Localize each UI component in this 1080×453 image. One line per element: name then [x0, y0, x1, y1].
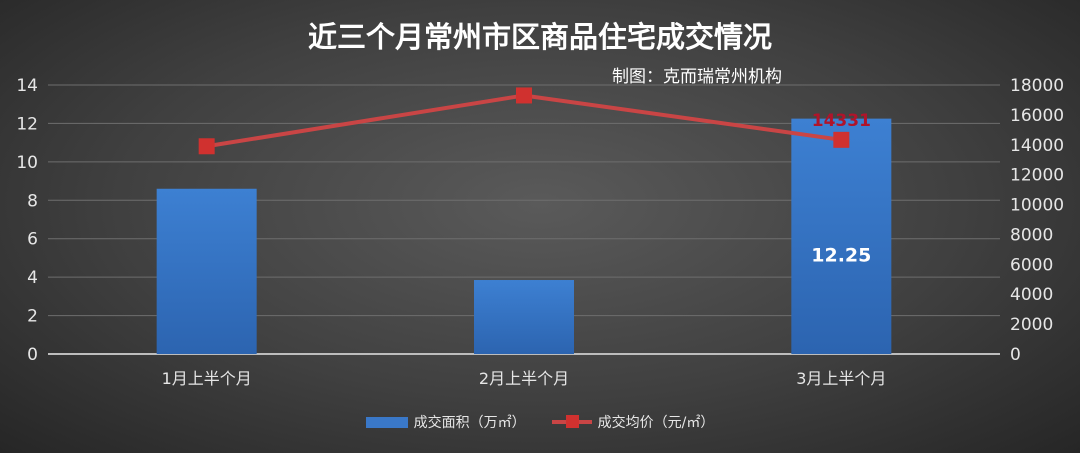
- left-axis-tick: 12: [16, 114, 38, 134]
- legend-item-price[interactable]: 成交均价（元/㎡）: [551, 412, 715, 432]
- bar: [156, 188, 257, 354]
- line-marker: [198, 138, 215, 155]
- legend-label-area: 成交面积（万㎡）: [413, 415, 526, 431]
- line-marker: [833, 131, 850, 148]
- right-axis-tick: 2000: [1010, 315, 1053, 335]
- left-axis-tick: 6: [27, 230, 38, 250]
- line-data-label: 14331: [812, 111, 871, 131]
- right-axis-tick: 10000: [1010, 196, 1064, 216]
- right-axis-tick: 18000: [1010, 76, 1064, 96]
- category-label: 2月上半个月: [479, 369, 569, 388]
- legend-item-area[interactable]: 成交面积（万㎡）: [365, 412, 526, 432]
- legend-bar-swatch: [365, 416, 408, 428]
- left-axis-tick: 14: [16, 76, 38, 96]
- legend: 成交面积（万㎡） 成交均价（元/㎡）: [0, 412, 1080, 432]
- left-axis-tick: 2: [27, 307, 38, 327]
- chart-title: 近三个月常州市区商品住宅成交情况: [307, 20, 772, 54]
- right-axis-tick: 6000: [1010, 255, 1053, 275]
- chart-credit: 制图：克而瑞常州机构: [612, 67, 782, 87]
- category-label: 1月上半个月: [162, 369, 252, 388]
- right-axis-tick: 14000: [1010, 136, 1064, 156]
- legend-line-swatch: [551, 415, 592, 428]
- right-axis-tick: 16000: [1010, 106, 1064, 126]
- left-axis-tick: 0: [27, 345, 38, 365]
- right-axis-tick: 12000: [1010, 166, 1064, 186]
- legend-label-price: 成交均价（元/㎡）: [597, 415, 715, 431]
- right-axis-tick: 0: [1010, 345, 1021, 365]
- right-axis-tick: 8000: [1010, 225, 1053, 245]
- left-axis-tick: 10: [16, 153, 38, 173]
- left-axis-tick: 8: [27, 191, 38, 211]
- bar: [791, 118, 892, 354]
- bar: [474, 280, 574, 354]
- right-axis-tick: 4000: [1010, 285, 1053, 305]
- category-label: 3月上半个月: [796, 369, 886, 388]
- left-axis-tick: 4: [27, 268, 38, 288]
- bar-data-label: 12.25: [811, 244, 871, 266]
- line-marker: [516, 87, 532, 104]
